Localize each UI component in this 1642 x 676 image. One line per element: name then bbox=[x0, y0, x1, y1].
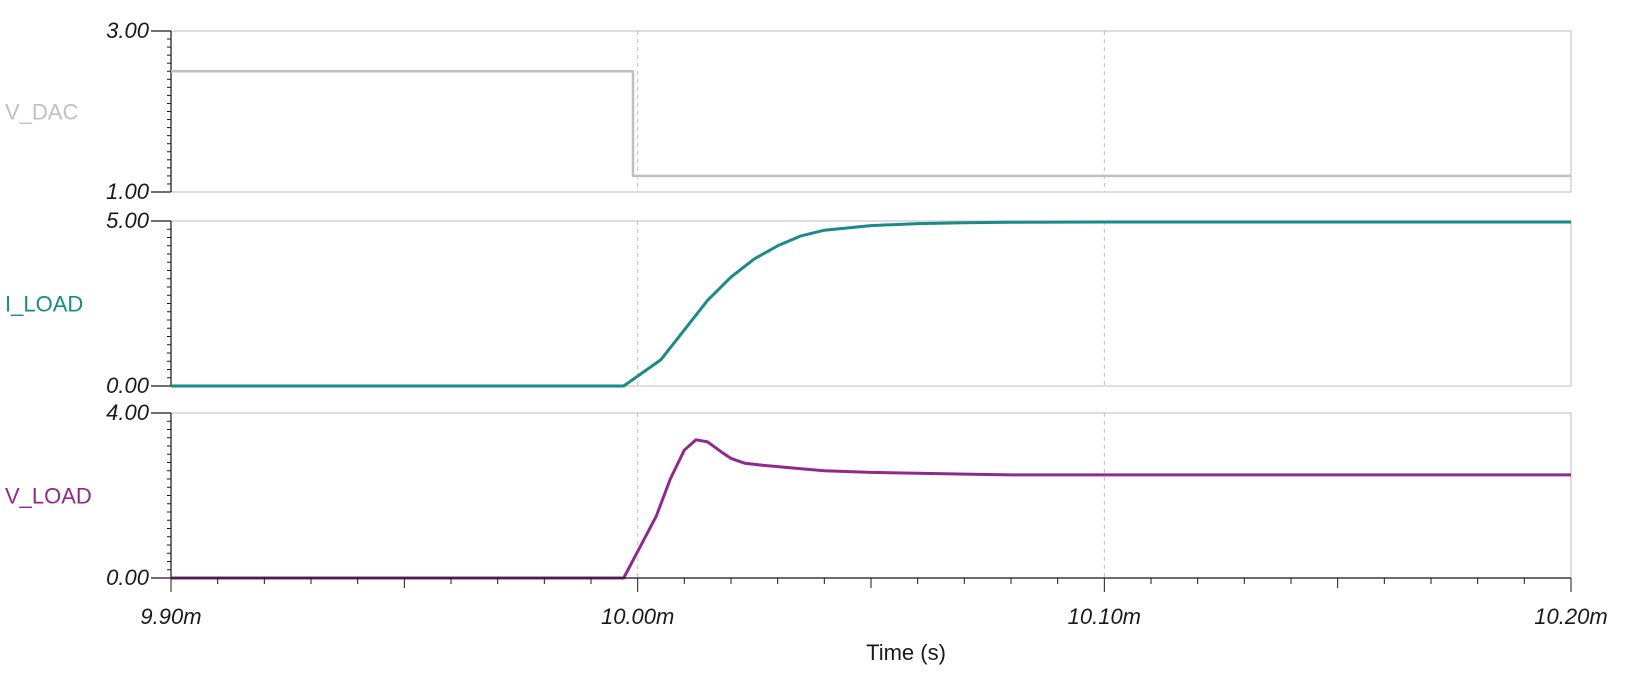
y-tick-label: 4.00 bbox=[106, 400, 150, 425]
y-tick-label: 1.00 bbox=[106, 179, 150, 204]
y-tick-label: 3.00 bbox=[106, 18, 150, 43]
x-tick-label: 10.10m bbox=[1068, 604, 1141, 629]
x-axis: 9.90m 10.00m 10.10m 10.20m bbox=[140, 577, 1608, 629]
panel-i-load: 5.00 0.00 I_LOAD bbox=[5, 208, 1572, 398]
y-tick-label: 0.00 bbox=[106, 373, 150, 398]
trace-label-i-load: I_LOAD bbox=[5, 292, 83, 317]
x-axis-title: Time (s) bbox=[866, 640, 946, 665]
plot-frame bbox=[170, 220, 1572, 387]
panel-v-dac: 3.00 1.00 V_DAC bbox=[5, 18, 1572, 204]
trace-label-v-load: V_LOAD bbox=[5, 484, 92, 509]
series-line-i-load bbox=[171, 220, 1571, 388]
x-tick-label: 10.20m bbox=[1534, 604, 1607, 629]
x-tick-label: 10.00m bbox=[601, 604, 674, 629]
series-line-v-load bbox=[171, 438, 1571, 580]
y-tick-label: 0.00 bbox=[106, 565, 150, 590]
panels-layer: 3.001.00V_DAC5.000.00I_LOAD4.000.00V_LOA… bbox=[5, 18, 1572, 590]
series-line-v-dac bbox=[171, 70, 1571, 178]
plot-frame bbox=[170, 30, 1572, 193]
panel-v-load: 4.00 0.00 V_LOAD bbox=[5, 400, 1572, 590]
trace-label-v-dac: V_DAC bbox=[5, 100, 78, 125]
y-tick-label: 5.00 bbox=[106, 208, 150, 233]
plot-frame bbox=[170, 412, 1572, 579]
x-tick-label: 9.90m bbox=[140, 604, 201, 629]
